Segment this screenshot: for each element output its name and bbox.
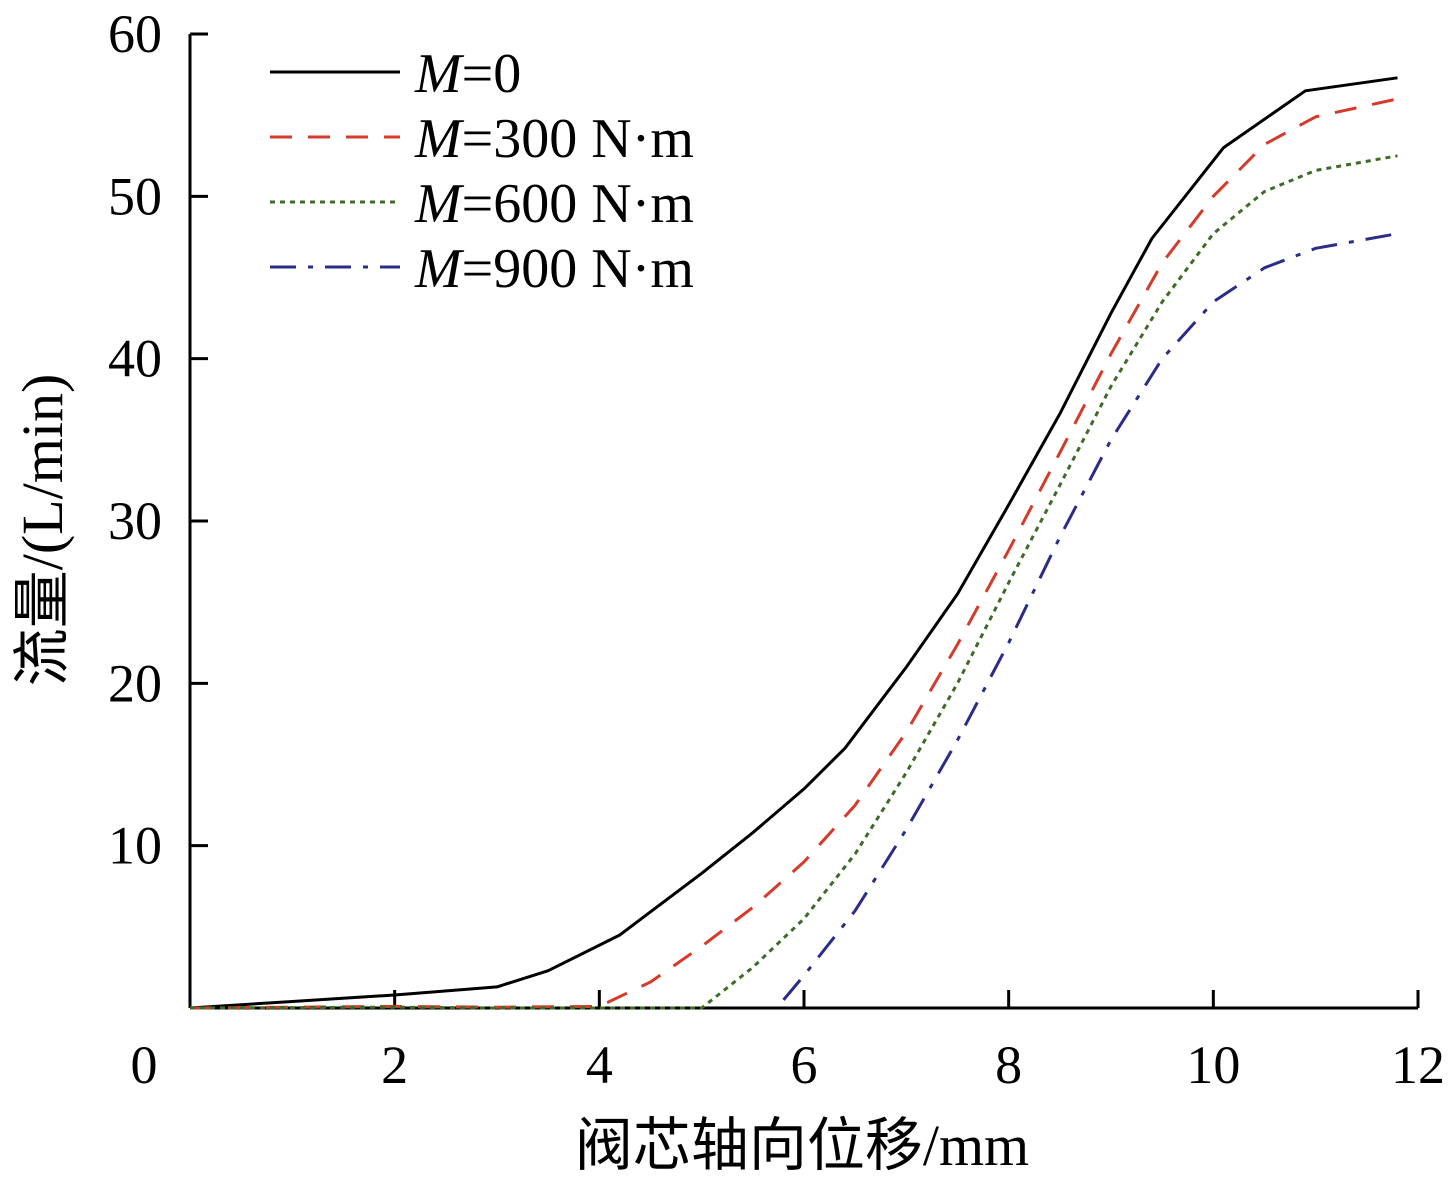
- series-line-1: [189, 97, 1398, 1010]
- legend-label-1: M=300 N·m: [414, 108, 694, 170]
- y-tick-label: 60: [108, 4, 162, 64]
- series-line-2: [189, 154, 1398, 1010]
- y-tick-label: 10: [108, 816, 162, 876]
- legend-label-suffix: =300 N·m: [462, 108, 694, 170]
- legend-label-3: M=900 N·m: [414, 238, 694, 300]
- legend-label-prefix: M: [414, 43, 465, 105]
- legend: M=0M=300 N·mM=600 N·mM=900 N·m: [270, 43, 694, 300]
- axes: 0 2 4 6 8 10 12 10 20 30 40 50 60: [108, 4, 1445, 1095]
- legend-label-prefix: M: [414, 108, 465, 170]
- y-tick-label: 20: [108, 653, 162, 713]
- series-line-3: [782, 232, 1398, 1001]
- x-tick-label: 10: [1186, 1035, 1240, 1095]
- y-axis-title: 流量/(L/min): [10, 374, 75, 687]
- x-tick-label: 0: [131, 1035, 158, 1095]
- legend-label-0: M=0: [414, 43, 521, 105]
- x-axis-title: 阀芯轴向位移/mm: [575, 1113, 1029, 1178]
- y-tick-label: 40: [108, 329, 162, 389]
- x-tick-label: 8: [995, 1035, 1022, 1095]
- legend-label-suffix: =600 N·m: [462, 173, 694, 235]
- legend-label-prefix: M: [414, 173, 465, 235]
- x-tick-label: 6: [791, 1035, 818, 1095]
- legend-label-2: M=600 N·m: [414, 173, 694, 235]
- legend-label-prefix: M: [414, 238, 465, 300]
- x-tick-label: 12: [1391, 1035, 1445, 1095]
- plot-area: [189, 76, 1398, 1010]
- y-tick-label: 30: [108, 491, 162, 551]
- x-tick-label: 2: [381, 1035, 408, 1095]
- series-line-0: [189, 76, 1398, 1010]
- x-tick-label: 4: [586, 1035, 613, 1095]
- legend-label-suffix: =900 N·m: [462, 238, 694, 300]
- legend-label-suffix: =0: [462, 43, 522, 105]
- y-tick-label: 50: [108, 166, 162, 226]
